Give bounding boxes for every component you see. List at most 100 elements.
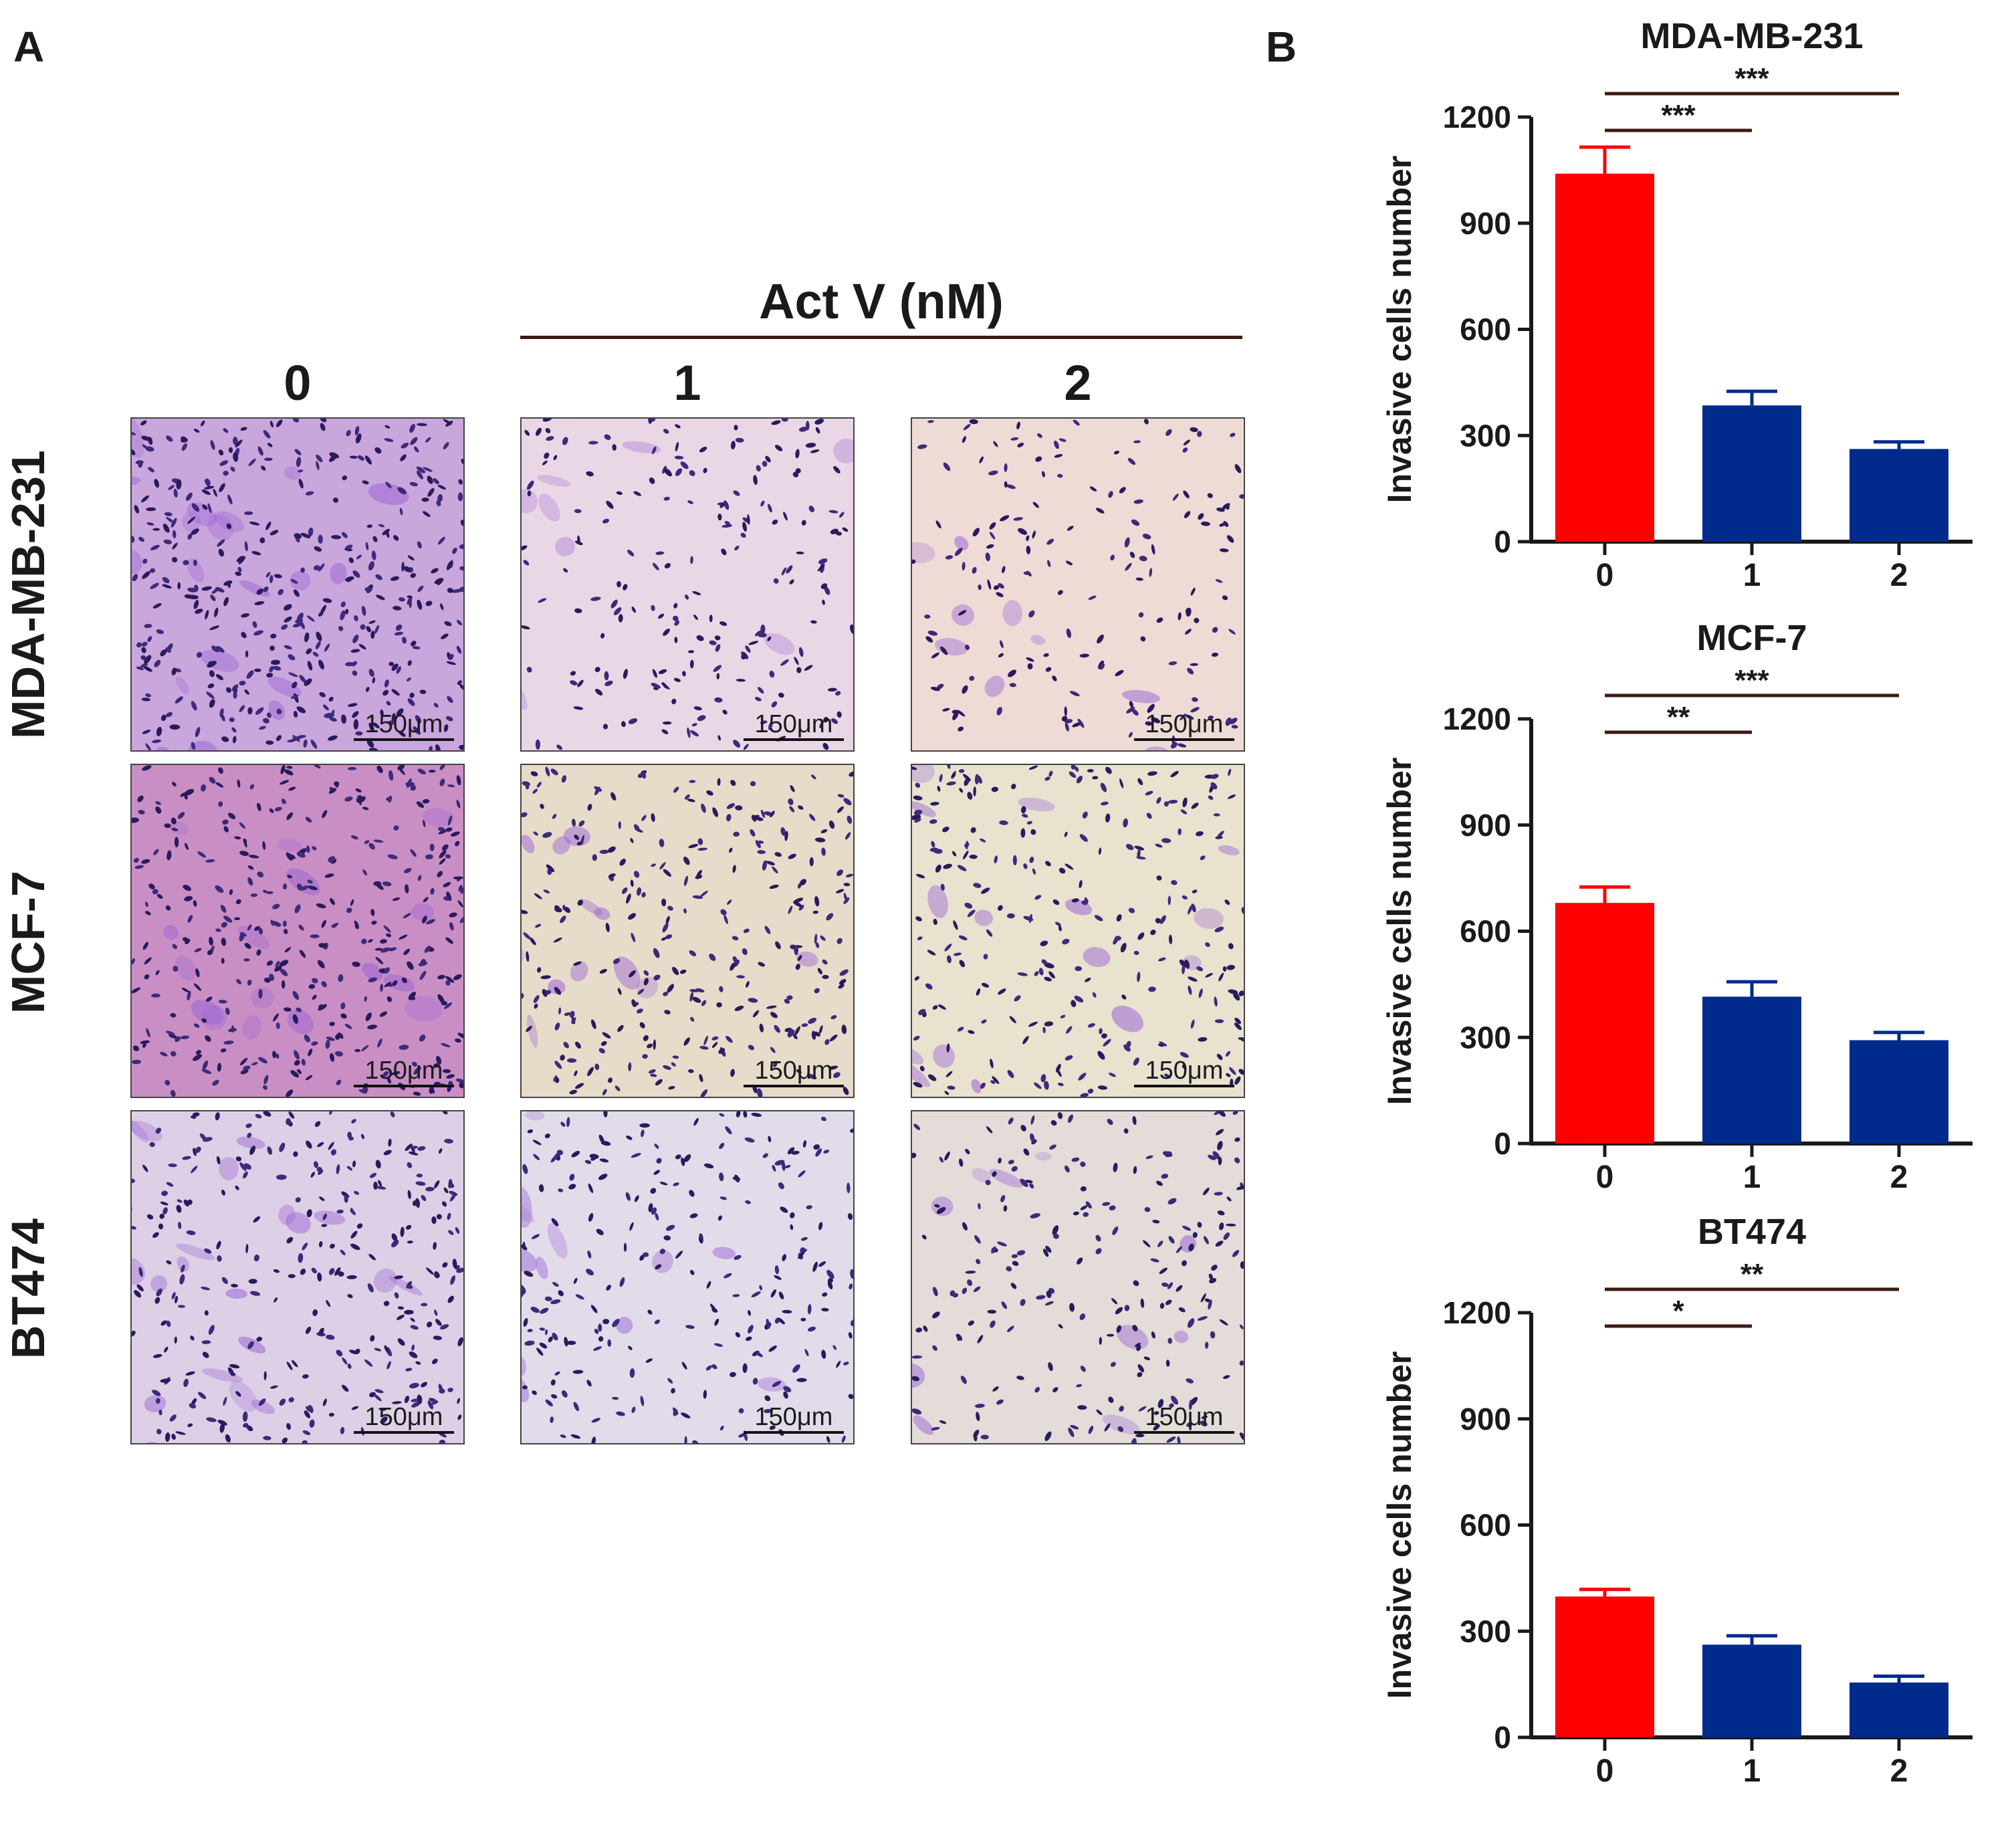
cell-nucleus <box>1161 838 1171 843</box>
cell-nucleus <box>774 1275 782 1280</box>
cell-nucleus <box>546 864 555 873</box>
cell-nucleus <box>254 601 265 605</box>
cell-nucleus <box>352 1160 356 1168</box>
cell-nucleus <box>841 1024 847 1035</box>
cell-nucleus <box>821 1350 826 1359</box>
cell-nucleus <box>364 840 370 845</box>
cell-nucleus <box>836 869 843 877</box>
cell-nucleus <box>772 519 778 525</box>
cell-body <box>163 925 179 940</box>
cell-nucleus <box>344 1194 348 1203</box>
cell-nucleus <box>351 661 358 667</box>
cell-nucleus <box>382 689 389 696</box>
chart-mcf-7: MCF-7 Invasive cells number 0 300 600 900 1200… <box>1357 609 2016 1197</box>
cell-nucleus <box>769 1425 776 1430</box>
cell-nucleus <box>1105 813 1111 823</box>
cell-nucleus <box>661 729 669 734</box>
cell-nucleus <box>754 697 762 701</box>
cell-nucleus <box>1128 907 1135 913</box>
cell-nucleus <box>774 1024 780 1033</box>
cell-nucleus <box>1008 669 1016 677</box>
cell-nucleus <box>258 1398 266 1406</box>
cell-nucleus <box>354 1190 360 1195</box>
cell-nucleus <box>1208 1154 1216 1160</box>
cell-nucleus <box>212 648 220 653</box>
cell-nucleus <box>1234 1022 1242 1031</box>
cell-nucleus <box>1214 1192 1223 1196</box>
cell-nucleus <box>1009 683 1016 687</box>
cell-nucleus <box>425 601 433 607</box>
cell-nucleus <box>1168 1236 1175 1244</box>
cell-nucleus <box>1145 1155 1153 1160</box>
cell-nucleus <box>1127 457 1136 465</box>
cell-nucleus <box>187 915 193 923</box>
cell-nucleus <box>303 739 308 748</box>
cell-nucleus <box>1097 1051 1105 1060</box>
scale-bar: 150μm <box>744 1404 844 1434</box>
cell-nucleus <box>845 873 853 877</box>
cell-nucleus <box>719 986 723 992</box>
cell-nucleus <box>1149 568 1153 577</box>
cell-nucleus <box>1223 521 1229 527</box>
cell-nucleus <box>239 680 246 686</box>
cell-nucleus <box>455 1078 463 1083</box>
cell-nucleus <box>997 1241 1007 1247</box>
cell-nucleus <box>795 449 800 459</box>
cell-nucleus <box>531 1234 540 1239</box>
cell-nucleus <box>771 701 778 708</box>
cell-nucleus <box>163 539 173 544</box>
cell-nucleus <box>842 527 849 532</box>
cell-nucleus <box>524 1271 534 1277</box>
cell-nucleus <box>1132 1325 1138 1331</box>
cell-nucleus <box>1156 617 1163 623</box>
cell-nucleus <box>219 483 225 493</box>
cell-nucleus <box>279 960 289 967</box>
cell-nucleus <box>1208 1299 1212 1310</box>
micrograph-image <box>912 765 1244 1097</box>
cell-nucleus <box>249 784 255 790</box>
cell-nucleus <box>789 806 795 813</box>
cell-nucleus <box>1101 1033 1107 1039</box>
cell-nucleus <box>659 839 665 847</box>
cell-nucleus <box>177 1199 183 1203</box>
cell-nucleus <box>383 925 391 933</box>
x-axis-label: Concentration of Act V (nM) <box>1551 592 1992 595</box>
cell-nucleus <box>1224 899 1230 905</box>
cell-nucleus <box>1231 724 1238 729</box>
cell-nucleus <box>962 1222 968 1231</box>
cell-nucleus <box>1205 942 1210 948</box>
cell-nucleus <box>672 1055 679 1059</box>
cell-nucleus <box>965 1271 976 1274</box>
cell-nucleus <box>190 1115 197 1119</box>
cell-nucleus <box>1023 571 1030 575</box>
cell-nucleus <box>440 603 444 611</box>
cell-nucleus <box>1144 1207 1151 1212</box>
cell-nucleus <box>798 427 808 432</box>
cell-body <box>1121 689 1161 704</box>
cell-nucleus <box>537 967 542 973</box>
cell-nucleus <box>1099 1337 1103 1345</box>
cell-nucleus <box>1163 801 1169 807</box>
cell-nucleus <box>391 1233 398 1241</box>
cell-nucleus <box>960 1376 967 1384</box>
cell-nucleus <box>621 721 626 728</box>
cell-nucleus <box>533 1154 540 1160</box>
cell-nucleus <box>616 1411 625 1416</box>
cell-nucleus <box>340 610 346 621</box>
cell-nucleus <box>164 512 173 516</box>
cell-nucleus <box>1219 523 1225 527</box>
cell-nucleus <box>656 1158 662 1164</box>
cell-nucleus <box>181 436 188 443</box>
cell-nucleus <box>544 1134 550 1139</box>
cell-nucleus <box>553 1075 558 1082</box>
cell-nucleus <box>919 1065 925 1071</box>
cell-nucleus <box>1016 1250 1026 1256</box>
cell-nucleus <box>826 913 834 921</box>
cell-nucleus <box>447 815 453 826</box>
cell-nucleus <box>1238 990 1244 996</box>
cell-body <box>284 466 302 480</box>
cell-body <box>615 1317 633 1334</box>
cell-nucleus <box>205 1035 211 1042</box>
cell-nucleus <box>964 777 970 786</box>
cell-nucleus <box>664 563 671 569</box>
